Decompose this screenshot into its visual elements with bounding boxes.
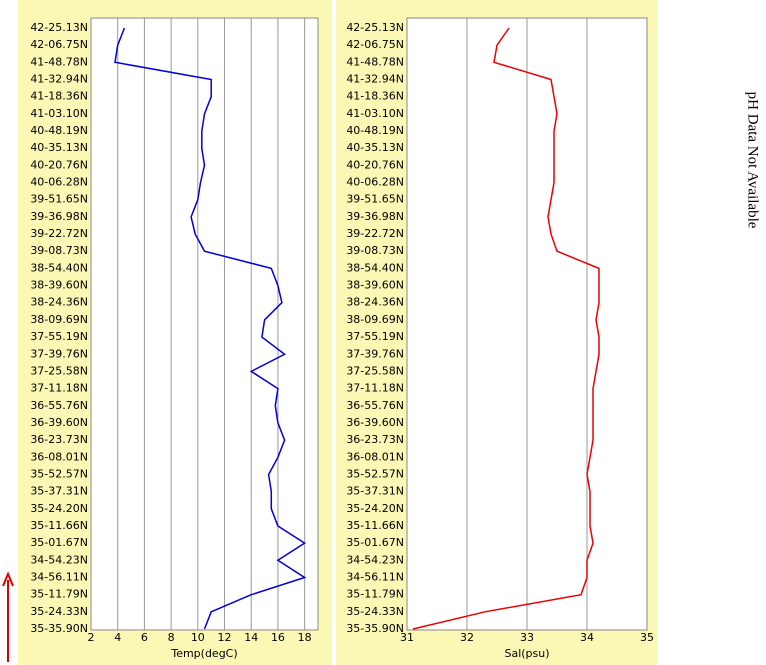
x-tick-label: 4 bbox=[114, 631, 121, 644]
y-tick-label: 39-51.65N bbox=[346, 193, 404, 206]
y-tick-label: 35-35.90N bbox=[30, 622, 88, 635]
y-tick-label: 39-22.72N bbox=[30, 227, 88, 240]
y-tick-label: 40-06.28N bbox=[346, 176, 404, 189]
y-tick-label: 40-48.19N bbox=[346, 124, 404, 137]
x-tick-label: 16 bbox=[271, 631, 285, 644]
x-tick-label: 6 bbox=[141, 631, 148, 644]
y-tick-label: 42-25.13N bbox=[30, 21, 88, 34]
x-tick-label: 12 bbox=[218, 631, 232, 644]
direction-arrowhead bbox=[2, 571, 14, 587]
y-tick-label: 37-11.18N bbox=[30, 382, 88, 395]
y-tick-label: 38-24.36N bbox=[346, 296, 404, 309]
data-line bbox=[412, 27, 600, 630]
x-tick-label: 10 bbox=[191, 631, 205, 644]
y-tick-label: 34-56.11N bbox=[346, 570, 404, 583]
y-tick-label: 40-35.13N bbox=[346, 141, 404, 154]
y-tick-label: 38-39.60N bbox=[30, 279, 88, 292]
x-tick-label: 34 bbox=[580, 631, 594, 644]
y-tick-label: 37-55.19N bbox=[346, 330, 404, 343]
y-tick-label: 39-08.73N bbox=[346, 244, 404, 257]
x-tick-label: 18 bbox=[298, 631, 312, 644]
y-tick-label: 42-06.75N bbox=[30, 38, 88, 51]
y-tick-label: 35-24.33N bbox=[30, 605, 88, 618]
y-tick-label: 38-24.36N bbox=[30, 296, 88, 309]
y-tick-label: 35-01.67N bbox=[30, 536, 88, 549]
y-tick-label: 41-32.94N bbox=[30, 73, 88, 86]
y-tick-label: 36-39.60N bbox=[346, 416, 404, 429]
y-tick-label: 35-11.66N bbox=[346, 519, 404, 532]
y-tick-label: 35-37.31N bbox=[30, 485, 88, 498]
y-tick-label: 36-08.01N bbox=[346, 450, 404, 463]
y-tick-label: 38-09.69N bbox=[30, 313, 88, 326]
y-tick-label: 41-48.78N bbox=[30, 55, 88, 68]
x-tick-label: 32 bbox=[460, 631, 474, 644]
y-tick-label: 35-52.57N bbox=[346, 467, 404, 480]
y-tick-label: 36-55.76N bbox=[346, 399, 404, 412]
y-tick-label: 36-23.73N bbox=[346, 433, 404, 446]
y-tick-label: 38-39.60N bbox=[346, 279, 404, 292]
y-tick-label: 36-23.73N bbox=[30, 433, 88, 446]
ph-note: pH Data Not Available bbox=[745, 92, 761, 229]
y-tick-label: 35-24.33N bbox=[346, 605, 404, 618]
y-tick-label: 39-36.98N bbox=[30, 210, 88, 223]
y-tick-label: 36-39.60N bbox=[30, 416, 88, 429]
y-tick-label: 34-54.23N bbox=[30, 553, 88, 566]
y-tick-label: 37-39.76N bbox=[30, 347, 88, 360]
y-tick-label: 35-52.57N bbox=[30, 467, 88, 480]
x-axis-title: Temp(degC) bbox=[170, 647, 237, 660]
data-line bbox=[114, 27, 307, 630]
y-tick-label: 37-11.18N bbox=[346, 382, 404, 395]
y-tick-label: 41-48.78N bbox=[346, 55, 404, 68]
y-tick-label: 36-55.76N bbox=[30, 399, 88, 412]
y-tick-label: 35-11.79N bbox=[30, 588, 88, 601]
y-tick-label: 40-35.13N bbox=[30, 141, 88, 154]
y-tick-label: 40-20.76N bbox=[30, 158, 88, 171]
plot-frame bbox=[406, 17, 648, 631]
y-tick-label: 42-25.13N bbox=[346, 21, 404, 34]
y-tick-label: 41-03.10N bbox=[346, 107, 404, 120]
x-tick-label: 2 bbox=[88, 631, 95, 644]
y-tick-label: 35-37.31N bbox=[346, 485, 404, 498]
y-tick-label: 41-18.36N bbox=[30, 90, 88, 103]
y-tick-label: 41-18.36N bbox=[346, 90, 404, 103]
y-tick-label: 38-54.40N bbox=[30, 261, 88, 274]
y-tick-label: 41-03.10N bbox=[30, 107, 88, 120]
y-tick-label: 37-39.76N bbox=[346, 347, 404, 360]
y-tick-label: 38-09.69N bbox=[346, 313, 404, 326]
y-tick-label: 37-25.58N bbox=[30, 364, 88, 377]
y-tick-label: 40-20.76N bbox=[346, 158, 404, 171]
y-tick-label: 40-06.28N bbox=[30, 176, 88, 189]
y-tick-label: 40-48.19N bbox=[30, 124, 88, 137]
y-tick-label: 39-08.73N bbox=[30, 244, 88, 257]
y-tick-label: 34-54.23N bbox=[346, 553, 404, 566]
x-tick-label: 35 bbox=[640, 631, 654, 644]
x-tick-label: 33 bbox=[520, 631, 534, 644]
plot-frame bbox=[90, 17, 319, 631]
y-tick-label: 39-22.72N bbox=[346, 227, 404, 240]
y-tick-label: 38-54.40N bbox=[346, 261, 404, 274]
y-tick-label: 35-11.66N bbox=[30, 519, 88, 532]
y-tick-label: 39-36.98N bbox=[346, 210, 404, 223]
y-tick-label: 42-06.75N bbox=[346, 38, 404, 51]
y-tick-label: 35-24.20N bbox=[30, 502, 88, 515]
y-tick-label: 35-24.20N bbox=[346, 502, 404, 515]
x-tick-label: 8 bbox=[168, 631, 175, 644]
y-tick-label: 37-25.58N bbox=[346, 364, 404, 377]
x-axis-title: Sal(psu) bbox=[504, 647, 549, 660]
x-tick-label: 31 bbox=[400, 631, 414, 644]
y-tick-label: 35-11.79N bbox=[346, 588, 404, 601]
x-tick-label: 14 bbox=[244, 631, 258, 644]
y-tick-label: 41-32.94N bbox=[346, 73, 404, 86]
y-tick-label: 34-56.11N bbox=[30, 570, 88, 583]
plot-area bbox=[91, 18, 318, 630]
y-tick-label: 37-55.19N bbox=[30, 330, 88, 343]
y-tick-label: 35-35.90N bbox=[346, 622, 404, 635]
y-tick-label: 36-08.01N bbox=[30, 450, 88, 463]
y-tick-label: 35-01.67N bbox=[346, 536, 404, 549]
y-tick-label: 39-51.65N bbox=[30, 193, 88, 206]
